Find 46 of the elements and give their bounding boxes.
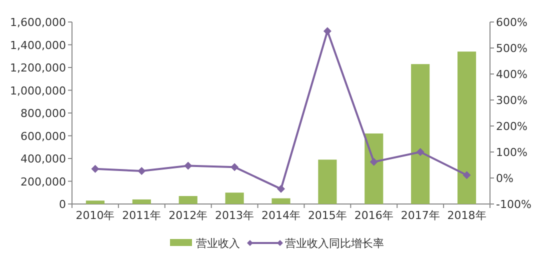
x-tick-label: 2018年 bbox=[447, 209, 486, 222]
point bbox=[462, 171, 471, 180]
bar bbox=[457, 52, 476, 204]
y-tick-label: 1,200,000 bbox=[10, 62, 66, 74]
x-tick-label: 2014年 bbox=[262, 209, 300, 222]
x-tick-label: 2015年 bbox=[308, 209, 347, 222]
point bbox=[277, 184, 285, 193]
y2-tick-label: -100% bbox=[496, 198, 532, 211]
bar bbox=[318, 160, 337, 204]
x-tick-label: 2012年 bbox=[168, 209, 208, 222]
point bbox=[323, 27, 332, 36]
bar bbox=[86, 200, 105, 204]
bar bbox=[411, 64, 430, 204]
legend-label: 营业收入同比增长率 bbox=[285, 237, 384, 250]
point bbox=[370, 158, 378, 166]
y2-tick-label: 600% bbox=[496, 16, 528, 29]
y-tick-label: 1,400,000 bbox=[10, 38, 66, 52]
y-tick-label: 400,000 bbox=[20, 152, 66, 166]
y2-tick-label: 100% bbox=[496, 146, 528, 159]
point bbox=[184, 162, 192, 170]
y-tick-label: 200,000 bbox=[20, 175, 66, 188]
point bbox=[416, 148, 424, 156]
y-tick-label: 1,600,000 bbox=[10, 16, 66, 29]
y-tick-label: 1,000,000 bbox=[10, 84, 66, 98]
y-tick-label: 600,000 bbox=[20, 130, 66, 143]
legend-label: 营业收入 bbox=[196, 237, 240, 250]
x-tick-label: 2017年 bbox=[400, 209, 440, 222]
x-tick-label: 2010年 bbox=[76, 209, 115, 222]
y-tick-label: 800,000 bbox=[20, 107, 66, 120]
bar bbox=[132, 199, 151, 204]
y-tick-label: 0 bbox=[59, 198, 66, 211]
bar bbox=[225, 192, 244, 204]
bar bbox=[178, 196, 198, 204]
x-tick-label: 2013年 bbox=[215, 209, 254, 222]
x-tick-label: 2011年 bbox=[122, 209, 162, 222]
point bbox=[91, 164, 100, 173]
x-tick-label: 2016年 bbox=[354, 209, 394, 222]
bar bbox=[272, 198, 290, 204]
y2-tick-label: 200% bbox=[496, 120, 528, 133]
y2-tick-label: 400% bbox=[496, 68, 528, 81]
y2-tick-label: 0% bbox=[496, 172, 514, 185]
point bbox=[138, 166, 146, 175]
y2-tick-label: 500% bbox=[496, 42, 528, 55]
bar bbox=[364, 133, 384, 204]
point bbox=[230, 163, 239, 172]
y2-tick-label: 300% bbox=[496, 94, 528, 107]
